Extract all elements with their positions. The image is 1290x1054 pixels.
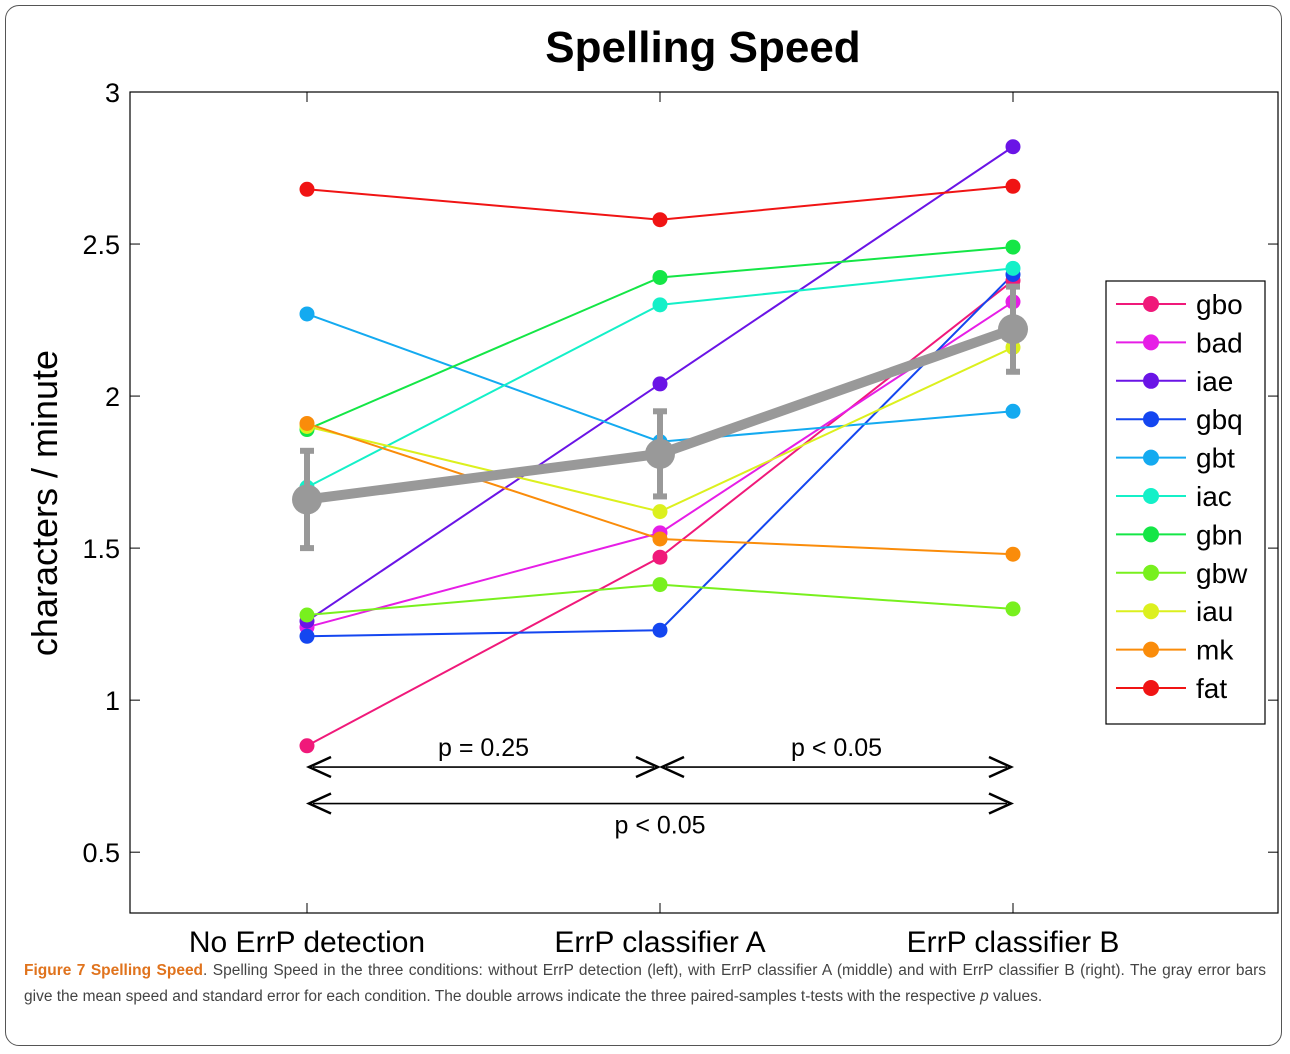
figure-caption: Figure 7 Spelling Speed. Spelling Speed … bbox=[24, 958, 1266, 1010]
mean-series bbox=[292, 283, 1028, 552]
legend-label-iac: iac bbox=[1196, 481, 1232, 512]
series-point-gbt bbox=[299, 306, 315, 322]
x-tick-label: ErrP classifier B bbox=[907, 926, 1120, 955]
caption-label: Figure 7 Spelling Speed bbox=[24, 962, 204, 979]
annotation-arrowhead-left bbox=[305, 792, 332, 815]
series-point-iae bbox=[1005, 139, 1021, 155]
annotation-label: p = 0.25 bbox=[438, 734, 529, 762]
series-point-gbn bbox=[652, 269, 668, 285]
legend-swatch-marker bbox=[1143, 680, 1159, 696]
annotation-label: p < 0.05 bbox=[791, 734, 882, 762]
caption-tail: values. bbox=[988, 988, 1043, 1005]
legend-swatch-marker bbox=[1143, 488, 1159, 504]
legend-label-mk: mk bbox=[1196, 635, 1234, 666]
y-tick-label: 2 bbox=[105, 382, 120, 412]
series-point-gbo bbox=[652, 549, 668, 565]
annotation-label: p < 0.05 bbox=[614, 812, 705, 840]
legend: gbo bad iae gbq gbt iac gbn gbw iau mk fat bbox=[1105, 280, 1266, 725]
y-tick-label: 1.5 bbox=[82, 534, 120, 564]
y-tick-label: 0.5 bbox=[82, 838, 120, 868]
series-lines bbox=[299, 139, 1021, 754]
caption-italic-p: p bbox=[980, 988, 989, 1005]
annotation-arrowhead-right bbox=[988, 792, 1015, 815]
series-point-mk bbox=[299, 415, 315, 431]
annotation-arrowhead-left bbox=[658, 755, 685, 779]
series-point-gbw bbox=[652, 577, 668, 593]
mean-point bbox=[645, 438, 675, 469]
legend-swatch-marker bbox=[1143, 296, 1159, 312]
legend-label-bad: bad bbox=[1196, 327, 1243, 358]
x-tick-label: ErrP classifier A bbox=[554, 926, 765, 955]
legend-swatch-marker bbox=[1143, 526, 1159, 543]
legend-label-fat: fat bbox=[1196, 673, 1227, 704]
legend-label-gbq: gbq bbox=[1196, 404, 1243, 435]
legend-swatch-marker bbox=[1143, 641, 1159, 658]
legend-swatch-marker bbox=[1143, 334, 1159, 351]
legend-label-gbw: gbw bbox=[1196, 558, 1248, 589]
series-point-fat bbox=[1005, 178, 1021, 194]
plot-area bbox=[129, 91, 1279, 914]
legend-swatch-marker bbox=[1143, 603, 1159, 620]
annotation-arrowhead-left bbox=[305, 755, 332, 779]
series-point-mk bbox=[652, 531, 668, 547]
legend-label-gbn: gbn bbox=[1196, 519, 1243, 550]
legend-swatch-marker bbox=[1143, 449, 1159, 466]
figure-frame bbox=[5, 5, 1282, 1046]
series-point-gbt bbox=[1005, 403, 1021, 419]
series-point-iac bbox=[652, 297, 668, 313]
x-tick-label: No ErrP detection bbox=[189, 926, 425, 955]
caption-body: . Spelling Speed in the three conditions… bbox=[24, 962, 1266, 1005]
series-point-mk bbox=[1005, 546, 1021, 562]
legend-swatch-marker bbox=[1143, 411, 1159, 428]
y-axis-label: characters / minute bbox=[24, 350, 65, 656]
legend-label-iau: iau bbox=[1196, 596, 1233, 627]
annotation-arrowhead-right bbox=[988, 755, 1015, 779]
y-tick-label: 2.5 bbox=[82, 230, 120, 260]
series-point-gbo bbox=[299, 738, 315, 754]
series-point-fat bbox=[652, 212, 668, 228]
series-point-iau bbox=[652, 504, 668, 520]
spelling-speed-chart: Spelling Speed characters / minute 0.5 1 1… bbox=[24, 23, 1279, 955]
series-point-gbq bbox=[299, 628, 315, 644]
series-point-fat bbox=[299, 181, 315, 197]
series-point-gbn bbox=[1005, 239, 1021, 255]
series-point-gbw bbox=[299, 607, 315, 623]
series-point-gbw bbox=[1005, 601, 1021, 617]
mean-point bbox=[292, 484, 322, 515]
legend-swatch-marker bbox=[1143, 372, 1159, 389]
series-point-gbq bbox=[652, 622, 668, 638]
axes: 0.5 1 1.5 2 2.5 3 No ErrP detection ErrP classi… bbox=[82, 78, 1279, 955]
y-tick-label: 1 bbox=[105, 686, 120, 716]
annotation-arrowhead-right bbox=[635, 755, 662, 779]
mean-point bbox=[998, 314, 1028, 345]
y-tick-label: 3 bbox=[105, 78, 120, 108]
legend-swatch-marker bbox=[1143, 564, 1159, 581]
legend-label-gbo: gbo bbox=[1196, 289, 1243, 320]
legend-label-gbt: gbt bbox=[1196, 443, 1235, 474]
chart-title: Spelling Speed bbox=[545, 23, 860, 72]
significance-annotations: p = 0.25 p < 0.05 p < 0.05 bbox=[305, 734, 1015, 840]
legend-label-iae: iae bbox=[1196, 366, 1233, 397]
series-point-iae bbox=[652, 376, 668, 392]
series-point-iac bbox=[1005, 260, 1021, 276]
